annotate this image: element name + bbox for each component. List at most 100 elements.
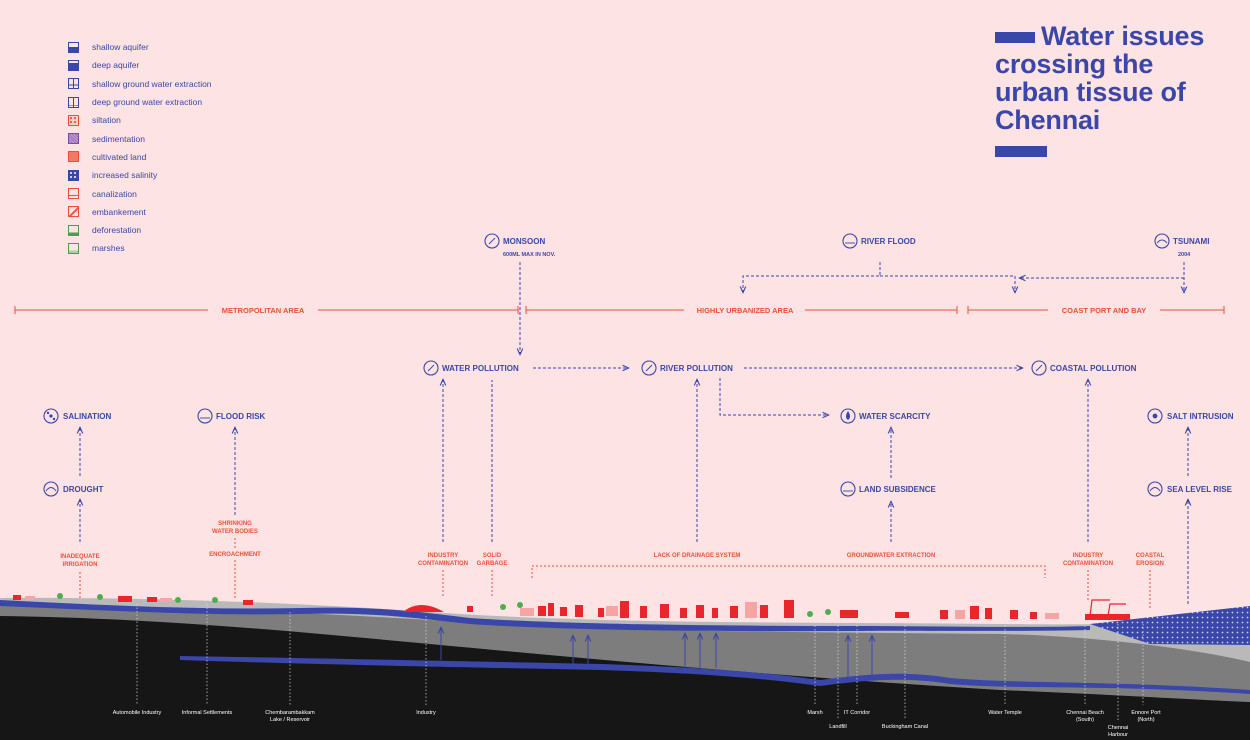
place-it-corridor: IT Corridor	[844, 710, 870, 716]
flood-risk-icon	[197, 408, 213, 424]
tsunami-icon-line	[1156, 239, 1168, 244]
zone-bars	[14, 306, 1225, 314]
legend-item: shallow ground water extraction	[68, 75, 212, 93]
zone-label-urbanized: HIGHLY URBANIZED AREA	[697, 306, 794, 315]
place-informal: Informal Settlements	[182, 710, 233, 716]
building	[243, 600, 253, 605]
building	[25, 596, 35, 600]
canalization-icon	[68, 188, 79, 200]
label-salination: SALINATION	[63, 412, 112, 421]
building	[520, 608, 534, 616]
label-monsoon-sub: 600ML MAX IN NOV.	[503, 252, 556, 258]
building	[575, 605, 583, 617]
building	[760, 605, 768, 618]
legend-label: deep ground water extraction	[92, 97, 203, 108]
embankment-icon	[68, 206, 79, 218]
building	[620, 601, 629, 618]
tree	[97, 594, 103, 600]
tsunami-icon	[1154, 233, 1170, 249]
legend-label: sedimentation	[92, 133, 145, 144]
building	[160, 598, 172, 602]
node-icons	[43, 233, 1170, 497]
arrow	[743, 262, 881, 292]
cause-solid-garbage: GARBAGE	[477, 561, 508, 567]
legend-label: increased salinity	[92, 170, 158, 181]
building	[696, 605, 704, 618]
legend-label: deforestation	[92, 225, 142, 236]
title-block: Water issues crossing the urban tissue o…	[995, 22, 1225, 157]
connector	[531, 565, 1046, 578]
tree	[825, 609, 831, 615]
building	[660, 604, 669, 618]
port-cranes	[1089, 599, 1126, 617]
marshes-icon	[68, 242, 79, 254]
legend-item: deforestation	[68, 221, 212, 239]
legend-item: deep ground water extraction	[68, 93, 212, 111]
building	[970, 606, 979, 619]
arrow	[880, 275, 1015, 292]
siltation-icon	[68, 114, 79, 126]
place-marsh: Marsh	[807, 710, 822, 716]
place-buckingham: Buckingham Canal	[882, 724, 928, 730]
cause-groundwater: GROUNDWATER EXTRACTION	[847, 553, 936, 559]
label-flood-risk: FLOOD RISK	[216, 412, 266, 421]
shallow-aquifer	[0, 600, 1090, 632]
cause-encroachment: ENCROACHMENT	[209, 552, 261, 558]
place-chennai-beach: (South)	[1076, 717, 1094, 723]
legend-item: deep aquifer	[68, 56, 212, 74]
crane	[1107, 603, 1126, 617]
building	[680, 608, 687, 618]
cause-coastal-erosion: COASTAL	[1136, 553, 1165, 559]
legend-label: cultivated land	[92, 151, 147, 162]
legend-label: shallow aquifer	[92, 42, 149, 53]
title-underline-bar	[995, 146, 1047, 157]
cause-industry-contamination: INDUSTRY	[428, 553, 458, 559]
place-automobile: Automobile Industry	[113, 710, 162, 716]
drought-icon-line	[45, 487, 57, 492]
water-scarcity-icon	[840, 408, 856, 424]
place-water-temple: Water Temple	[988, 710, 1022, 716]
legend-item: marshes	[68, 239, 212, 257]
legend-item: embankement	[68, 203, 212, 221]
cause-irrigation: INADEQUATE	[60, 554, 99, 560]
label-drought: DROUGHT	[63, 485, 104, 494]
water-pollution-icon	[423, 360, 439, 376]
deforestation-icon	[68, 224, 79, 236]
vegetation	[57, 593, 831, 617]
salt-intrusion-icon	[1147, 408, 1163, 424]
tree	[500, 604, 506, 610]
legend-label: marshes	[92, 243, 125, 254]
label-monsoon: MONSOON	[503, 237, 545, 246]
label-salt-intrusion: SALT INTRUSION	[1167, 412, 1234, 421]
cause-drainage: LACK OF DRAINAGE SYSTEM	[654, 553, 741, 559]
building	[13, 595, 21, 600]
monsoon-icon	[484, 233, 500, 249]
cause-shrinking: WATER BODIES	[212, 529, 258, 535]
salt-intrusion-icon-dot	[1152, 413, 1158, 419]
building	[985, 608, 992, 619]
legend-label: shallow ground water extraction	[92, 78, 212, 89]
legend-item: canalization	[68, 184, 212, 202]
flow-arrows	[80, 262, 1188, 604]
legend: shallow aquifer deep aquifer shallow gro…	[68, 38, 212, 258]
deep-aquifer	[180, 656, 1250, 694]
building	[1045, 613, 1059, 619]
building	[560, 607, 567, 616]
legend-item: siltation	[68, 111, 212, 129]
building	[730, 606, 738, 618]
building	[1010, 610, 1018, 619]
label-water-scarcity: WATER SCARCITY	[859, 412, 931, 421]
label-water-pollution: WATER POLLUTION	[442, 364, 519, 373]
water-pollution-icon-line	[427, 364, 435, 372]
drought-icon	[43, 481, 59, 497]
cause-coastal-industry: CONTAMINATION	[1063, 561, 1113, 567]
cause-solid-garbage: SOLID	[483, 553, 502, 559]
tree	[57, 593, 63, 599]
monsoon-icon-line	[488, 237, 496, 245]
place-chembarambakkam: Lake / Reservoir	[270, 717, 310, 723]
shallow-extraction-icon	[68, 78, 79, 90]
place-leaders	[136, 604, 1144, 720]
deep-aquifer-icon	[68, 59, 79, 71]
legend-label: deep aquifer	[92, 60, 140, 71]
